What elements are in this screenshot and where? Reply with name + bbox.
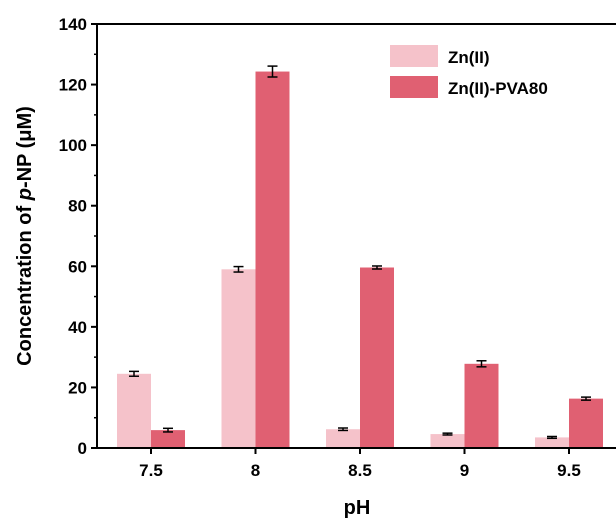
y-tick-label: 60 [68,257,87,276]
legend-label-zn-pva80: Zn(II)-PVA80 [448,79,548,98]
bar-zn-pva80-7.5 [151,430,185,448]
y-tick-label: 100 [59,136,87,155]
y-tick-label: 0 [78,439,87,458]
bar-zn-7.5 [117,373,151,448]
bar-zn-8 [221,269,256,448]
axes-group [91,23,616,454]
x-axis-title: pH [344,497,371,519]
y-tick-labels: 0 20 40 60 80 100 120 140 [59,15,87,458]
x-tick-label: 7.5 [139,461,163,480]
y-tick-label: 120 [59,76,87,95]
bars-group [117,71,603,448]
bar-zn-9 [430,434,465,448]
y-tick-label: 80 [68,197,87,216]
y-tick-label: 20 [68,378,87,397]
bar-zn-pva80-9.5 [569,398,603,448]
x-tick-labels: 7.5 8 8.5 9 9.5 [139,461,581,480]
error-bars-group [129,65,591,440]
legend-swatch-zn [390,45,438,67]
y-tick-label: 140 [59,15,87,34]
y-axis-title-part-2: -NP (μM) [14,106,36,188]
bar-zn-pva80-8 [255,71,290,448]
legend-swatch-zn-pva80 [390,76,438,98]
y-axis-title-part-1: Concentration of [14,200,36,366]
x-tick-label: 8.5 [348,461,372,480]
x-tick-label: 8 [251,461,260,480]
y-axis-title: Concentration of p-NP (μM) [14,106,36,366]
bar-zn-pva80-8.5 [360,267,394,448]
y-tick-label: 40 [68,318,87,337]
bar-zn-9.5 [535,437,569,448]
x-tick-label: 9.5 [557,461,581,480]
bar-zn-pva80-9 [464,363,499,448]
y-axis-title-italic-part: p [14,188,36,201]
bar-zn-8.5 [326,429,360,448]
x-tick-label: 9 [460,461,469,480]
legend-label-zn: Zn(II) [448,48,490,67]
legend: Zn(II) Zn(II)-PVA80 [390,45,548,98]
